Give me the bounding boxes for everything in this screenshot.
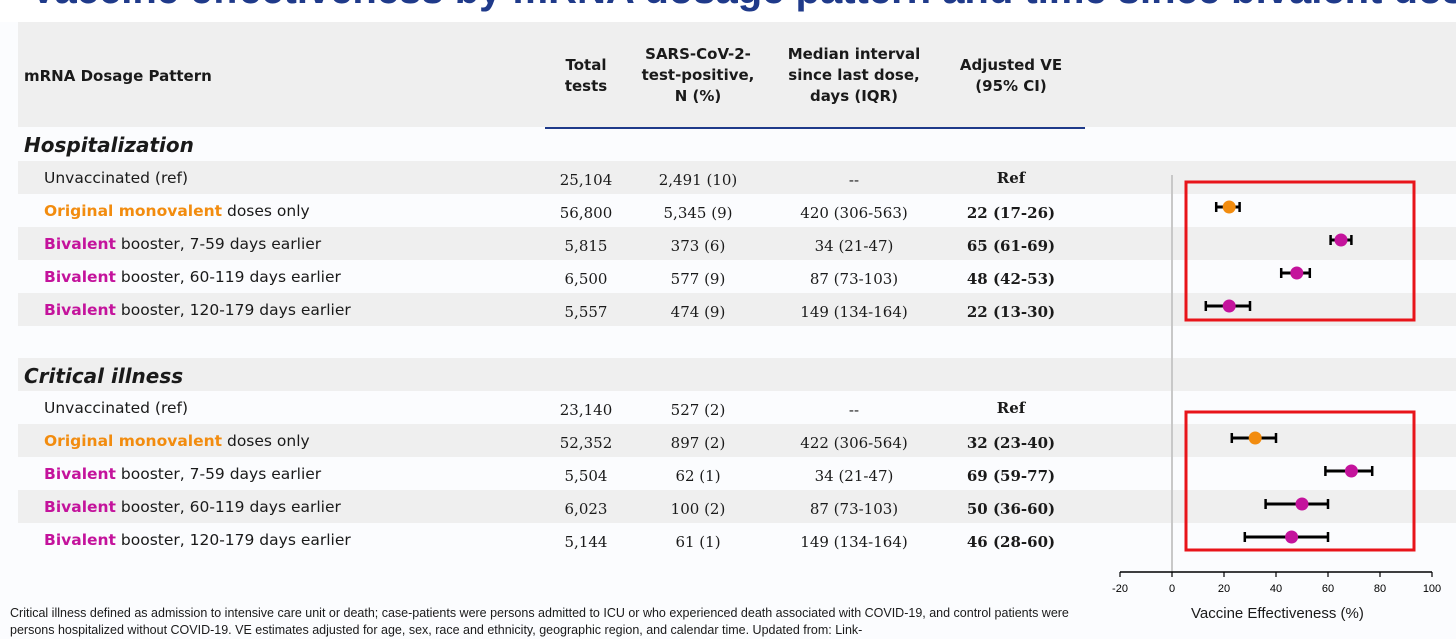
forest-plot: -20 0 20 40 60 80 100 [1080, 150, 1456, 620]
header-pattern: mRNA Dosage Pattern [24, 67, 212, 85]
section-title-hospitalization: Hospitalization [24, 133, 194, 157]
cell-interval: 420 (306-563) [800, 204, 908, 222]
ve-point [1290, 266, 1304, 280]
cell-total: 56,800 [559, 204, 613, 222]
row-label: Bivalent booster, 120-179 days earlier [44, 301, 351, 319]
cell-interval: 422 (306-564) [800, 434, 908, 452]
row-label: Unvaccinated (ref) [44, 169, 189, 187]
cell-ve: 69 (59-77) [966, 467, 1056, 485]
cell-ve: 46 (28-60) [966, 533, 1056, 551]
cell-interval: -- [848, 171, 860, 189]
header-total: Total tests [564, 56, 608, 95]
cell-total: 5,504 [564, 467, 608, 485]
header-positive: SARS-CoV-2- test-positive, N (%) [641, 45, 755, 105]
ve-point [1295, 497, 1309, 511]
ve-point [1334, 233, 1348, 247]
cell-total: 5,557 [564, 303, 608, 321]
cell-positive: 2,491 (10) [658, 171, 738, 189]
row-label: Bivalent booster, 7-59 days earlier [44, 465, 322, 483]
row-label: Original monovalent doses only [44, 432, 310, 450]
row-label: Bivalent booster, 60-119 days earlier [44, 268, 341, 286]
cell-positive: 100 (2) [670, 500, 726, 518]
ve-point [1344, 464, 1358, 478]
cell-positive: 62 (1) [675, 467, 721, 485]
ve-point [1222, 200, 1236, 214]
row-label: Bivalent booster, 120-179 days earlier [44, 531, 351, 549]
highlight-box-critical-illness [1184, 410, 1416, 552]
forest-plot-svg: -20 0 20 40 60 80 100 [1112, 175, 1441, 595]
cell-ve: 65 (61-69) [966, 237, 1056, 255]
cell-total: 52,352 [559, 434, 613, 452]
x-tick-label: 80 [1374, 583, 1386, 595]
row-label: Original monovalent doses only [44, 202, 310, 220]
cell-total: 25,104 [559, 171, 613, 189]
x-tick-label: 20 [1218, 583, 1230, 595]
cell-ve: 22 (13-30) [966, 303, 1056, 321]
cell-ve: 32 (23-40) [966, 434, 1056, 452]
cell-positive: 373 (6) [670, 237, 726, 255]
cell-total: 5,815 [564, 237, 608, 255]
ve-point [1285, 530, 1299, 544]
cell-positive: 527 (2) [670, 401, 726, 419]
header-band [18, 22, 1456, 127]
cell-total: 23,140 [559, 401, 613, 419]
x-tick-label: 0 [1169, 583, 1175, 595]
row-label: Bivalent booster, 7-59 days earlier [44, 235, 322, 253]
x-tick-label: 40 [1270, 583, 1282, 595]
cell-ve: 48 (42-53) [966, 270, 1056, 288]
cell-ve: Ref [996, 399, 1026, 417]
header-ve: Adjusted VE (95% CI) [959, 56, 1063, 95]
ve-point [1248, 431, 1262, 445]
cell-interval: 149 (134-164) [800, 533, 908, 551]
cell-interval: 34 (21-47) [814, 467, 894, 485]
x-tick-label: 60 [1322, 583, 1334, 595]
cell-interval: 87 (73-103) [809, 270, 899, 288]
cell-positive: 897 (2) [670, 434, 726, 452]
cell-total: 6,500 [564, 270, 608, 288]
cell-positive: 61 (1) [675, 533, 721, 551]
cell-positive: 5,345 (9) [663, 204, 733, 222]
cell-interval: 149 (134-164) [800, 303, 908, 321]
header-rule [545, 127, 1085, 129]
cell-positive: 577 (9) [670, 270, 726, 288]
cell-total: 5,144 [564, 533, 608, 551]
x-tick-label: -20 [1112, 583, 1128, 595]
cell-interval: 34 (21-47) [814, 237, 894, 255]
cell-interval: 87 (73-103) [809, 500, 899, 518]
ve-point [1222, 299, 1236, 313]
cell-positive: 474 (9) [670, 303, 726, 321]
cell-total: 6,023 [564, 500, 608, 518]
highlight-box-hospitalization [1184, 180, 1416, 322]
footnote: Critical illness defined as admission to… [10, 606, 1069, 637]
row-label: Bivalent booster, 60-119 days earlier [44, 498, 341, 516]
cell-ve: 22 (17-26) [966, 204, 1056, 222]
x-axis-label: Vaccine Effectiveness (%) [1191, 605, 1364, 622]
cell-ve: 50 (36-60) [966, 500, 1056, 518]
section-title-critical-illness: Critical illness [24, 364, 184, 388]
cropped-title: Vaccine effectiveness by mRNA dosage pat… [0, 0, 1456, 22]
header-interval: Median interval since last dose, days (IQR… [787, 45, 921, 105]
cell-ve: Ref [996, 169, 1026, 187]
row-label: Unvaccinated (ref) [44, 399, 189, 417]
cell-interval: -- [848, 401, 860, 419]
x-tick-label: 100 [1423, 583, 1441, 595]
